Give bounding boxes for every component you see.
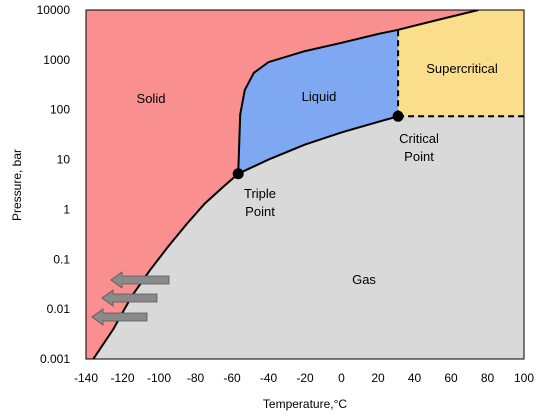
liquid-label: Liquid [302,89,337,104]
y-tick-label: 0.1 [53,252,70,266]
x-tick-label: -100 [147,371,171,385]
x-tick-label: 0 [338,371,345,385]
x-tick-label: -20 [296,371,314,385]
y-tick-label: 1 [63,202,70,216]
x-tick-label: 60 [444,371,458,385]
supercritical-region [398,10,524,117]
y-tick-label: 10 [57,153,71,167]
arrow-left-icon [101,289,158,307]
melting-curve [237,10,479,174]
critical-point-label-line1: Critical [399,131,439,146]
arrow-left-icon [91,308,148,326]
solid-label: Solid [137,91,166,106]
triple-point-marker [232,168,244,180]
x-tick-label: -140 [74,371,98,385]
x-tick-label: -40 [260,371,278,385]
triple-point-label-line1: Triple [244,186,276,201]
y-axis-ticks: 0.001 0.01 0.1 1 10 100 1000 10000 [37,3,71,366]
x-tick-label: -120 [110,371,134,385]
triple-point-label-line2: Point [245,204,275,219]
x-tick-label: -80 [187,371,205,385]
y-tick-label: 0.001 [40,352,70,366]
critical-point-label-line2: Point [404,149,434,164]
x-axis-ticks: -140 -120 -100 -80 -60 -40 -20 0 20 40 60 80 100 [74,371,534,385]
x-tick-label: 40 [408,371,422,385]
y-axis-title: Pressure, bar [10,149,24,221]
supercritical-label: Supercritical [426,61,498,76]
plot-frame [85,9,525,360]
arrow-left-icon [110,271,170,289]
solid-region [86,10,479,359]
arrows-group [91,271,170,326]
x-tick-label: 80 [481,371,495,385]
y-tick-label: 1000 [43,53,70,67]
liquid-region [238,29,399,174]
critical-point-marker [392,110,404,122]
y-tick-label: 100 [50,103,70,117]
y-tick-label: 10000 [37,3,71,17]
y-tick-label: 0.01 [47,302,71,316]
x-tick-label: 100 [514,371,534,385]
x-axis-title: Temperature,°C [263,397,347,411]
x-tick-label: 20 [371,371,385,385]
gas-label: Gas [352,272,376,287]
x-tick-label: -60 [223,371,241,385]
boiling-curve [237,115,399,175]
